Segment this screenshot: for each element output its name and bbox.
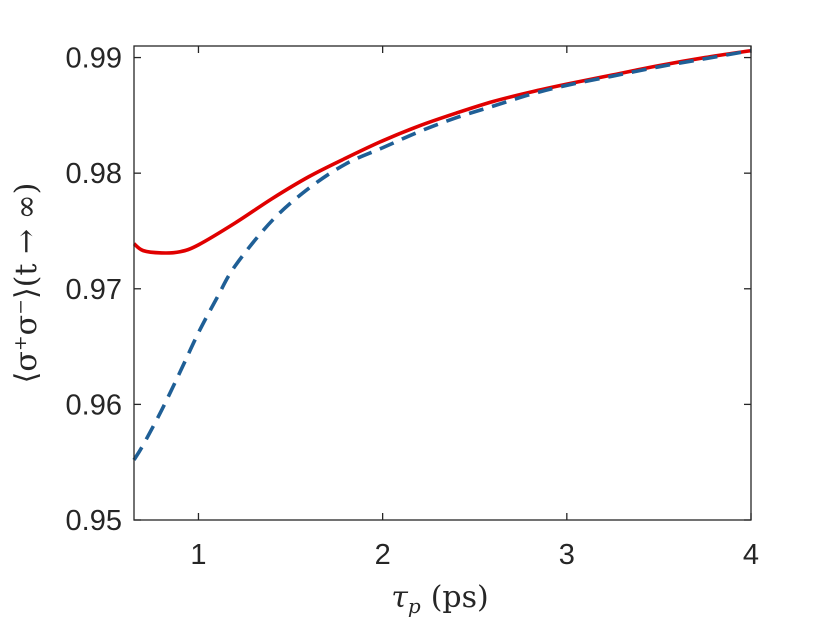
x-tick-label: 3 xyxy=(559,539,575,571)
x-axis-label: τp (ps) xyxy=(391,580,488,618)
x-tick-label: 2 xyxy=(375,539,391,571)
x-tick-label: 4 xyxy=(743,539,759,571)
y-tick-label: 0.98 xyxy=(66,158,122,190)
x-tick-label: 1 xyxy=(190,539,206,571)
y-tick-label: 0.97 xyxy=(66,274,122,306)
series-layer xyxy=(132,48,752,461)
y-tick-label: 0.96 xyxy=(66,389,122,421)
x-axis-label-main: τ xyxy=(391,580,408,615)
tick-layer: 1 2 3 4 0.95 0.96 0.97 0.98 0.99 xyxy=(66,43,760,571)
series-line-2 xyxy=(132,48,752,461)
y-tick-label: 0.95 xyxy=(66,505,122,537)
plot-area xyxy=(134,46,751,520)
y-axis-label: ⟨σ⁺σ⁻⟩(t → ∞) xyxy=(9,183,44,384)
x-axis-label-unit: (ps) xyxy=(431,580,489,615)
y-tick-label: 0.99 xyxy=(66,43,122,75)
axes-box xyxy=(133,45,752,521)
x-axis-label-sub: p xyxy=(408,594,421,618)
